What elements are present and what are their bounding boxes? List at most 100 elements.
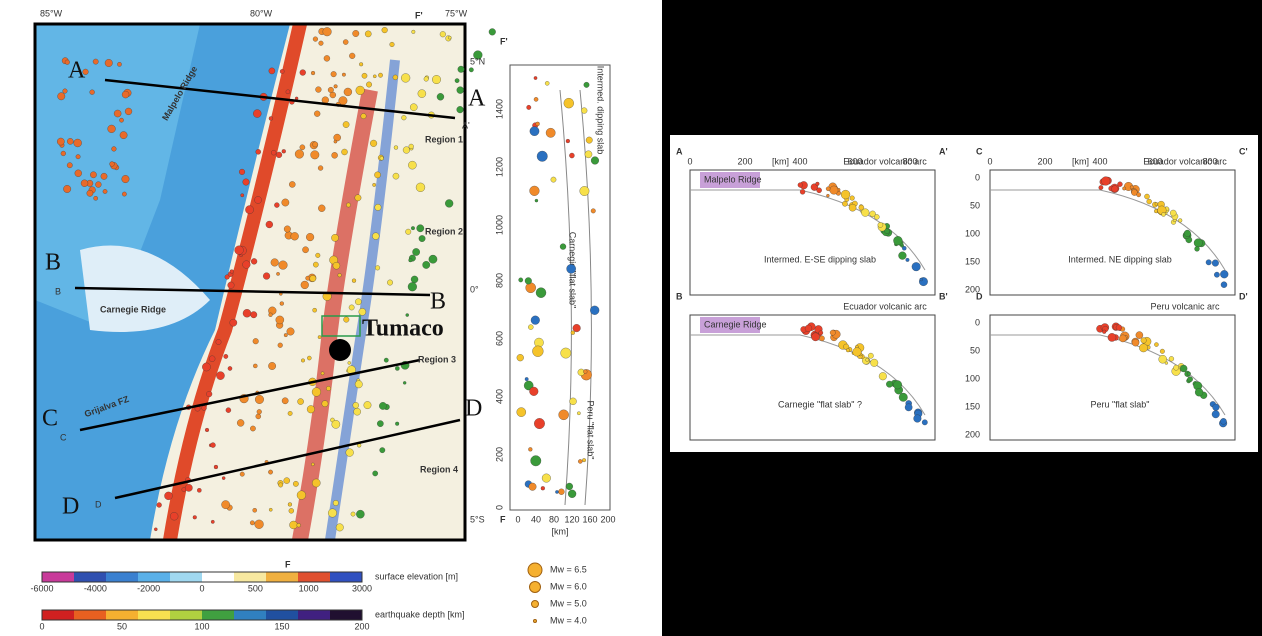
colorbar-tick: 500 [248,583,263,593]
lat-label: 0° [470,284,479,294]
quake [294,96,299,100]
quake [351,278,357,283]
map-frame [33,22,467,542]
quake [310,150,320,160]
quake [410,275,419,284]
quake [884,228,890,234]
quake [255,394,264,404]
quake [309,275,317,282]
quake [913,414,922,423]
profile-f-depth-tick: 0 [515,514,520,524]
quake [320,371,325,376]
colorbar-tick: 50 [117,621,127,631]
colorbar-tick: -4000 [84,583,107,593]
quake [565,138,570,144]
trench-band [163,22,307,542]
quake [333,84,338,89]
quake [90,171,97,179]
quake [411,226,415,231]
quake [1144,193,1150,200]
quake [373,74,377,79]
profile-end-label: A' [462,120,470,130]
quake [439,31,446,38]
quake [121,90,130,99]
quake [525,282,536,293]
profile-f-depth-tick: 160 [582,514,597,524]
quake [122,191,127,197]
quake [379,156,384,161]
quake [893,380,902,390]
quake [1139,343,1148,353]
quake [372,183,377,187]
quake [921,419,928,426]
quake [523,380,534,391]
slab-outline [690,189,926,271]
quake [124,107,133,116]
quake [255,413,261,420]
quake [342,121,350,128]
quake [164,491,173,501]
quake [559,243,567,250]
quake [417,89,427,98]
quake [581,107,588,114]
quake [356,509,365,519]
tumaco-marker [329,339,351,361]
andes-high [325,59,400,541]
quake [410,103,418,111]
colorbar-cell [202,610,234,620]
quake [121,175,130,183]
quake [448,35,452,40]
ocean-light [35,24,200,330]
quake [566,264,576,274]
quake [229,269,234,274]
quake [815,181,820,186]
quake [342,72,346,77]
profile-f-tick: 400 [494,389,504,404]
quake [886,380,893,388]
colorbar-tick: 1000 [299,583,319,593]
region-label: Region 1 [425,134,463,144]
quake [407,282,417,292]
profile-label: B [430,289,446,315]
quake [1154,342,1159,347]
quake [348,304,355,311]
quake [119,131,128,139]
quake [535,121,540,126]
quake [423,76,429,82]
colorbar-cell [74,610,106,620]
quake [288,508,294,514]
quake [111,146,117,152]
quake [533,97,539,102]
section-start: D [976,291,983,301]
legend-label: Mw = 4.0 [550,615,587,625]
quake [352,30,360,37]
distance-tick: 0 [987,156,992,166]
distance-tick: 600 [1147,156,1162,166]
quake [353,407,361,416]
quake [225,407,232,413]
quake [1098,185,1104,190]
colorbar-cell [42,572,74,582]
quake [1211,259,1219,267]
quake [583,81,590,88]
feature-label: Carnegie Ridge [100,304,166,314]
quake [205,427,210,432]
quake [66,162,73,169]
depth-tick: 100 [965,373,980,383]
quake [73,138,82,148]
section-note: Intermed. NE dipping slab [1068,254,1172,264]
quake [1193,238,1203,248]
quake [389,41,395,47]
quake [299,144,306,151]
colorbar-cell [170,572,202,582]
depth-tick: 50 [970,200,980,210]
colorbar-cell [42,610,74,620]
section-arc: Ecuador volcanic arc [843,156,927,166]
quake [305,275,311,281]
colorbar-cell [234,572,266,582]
quake [354,194,362,202]
quake [330,71,337,78]
profile-label: A [468,86,486,112]
quake [374,203,382,211]
region-label: Region 4 [420,464,458,474]
